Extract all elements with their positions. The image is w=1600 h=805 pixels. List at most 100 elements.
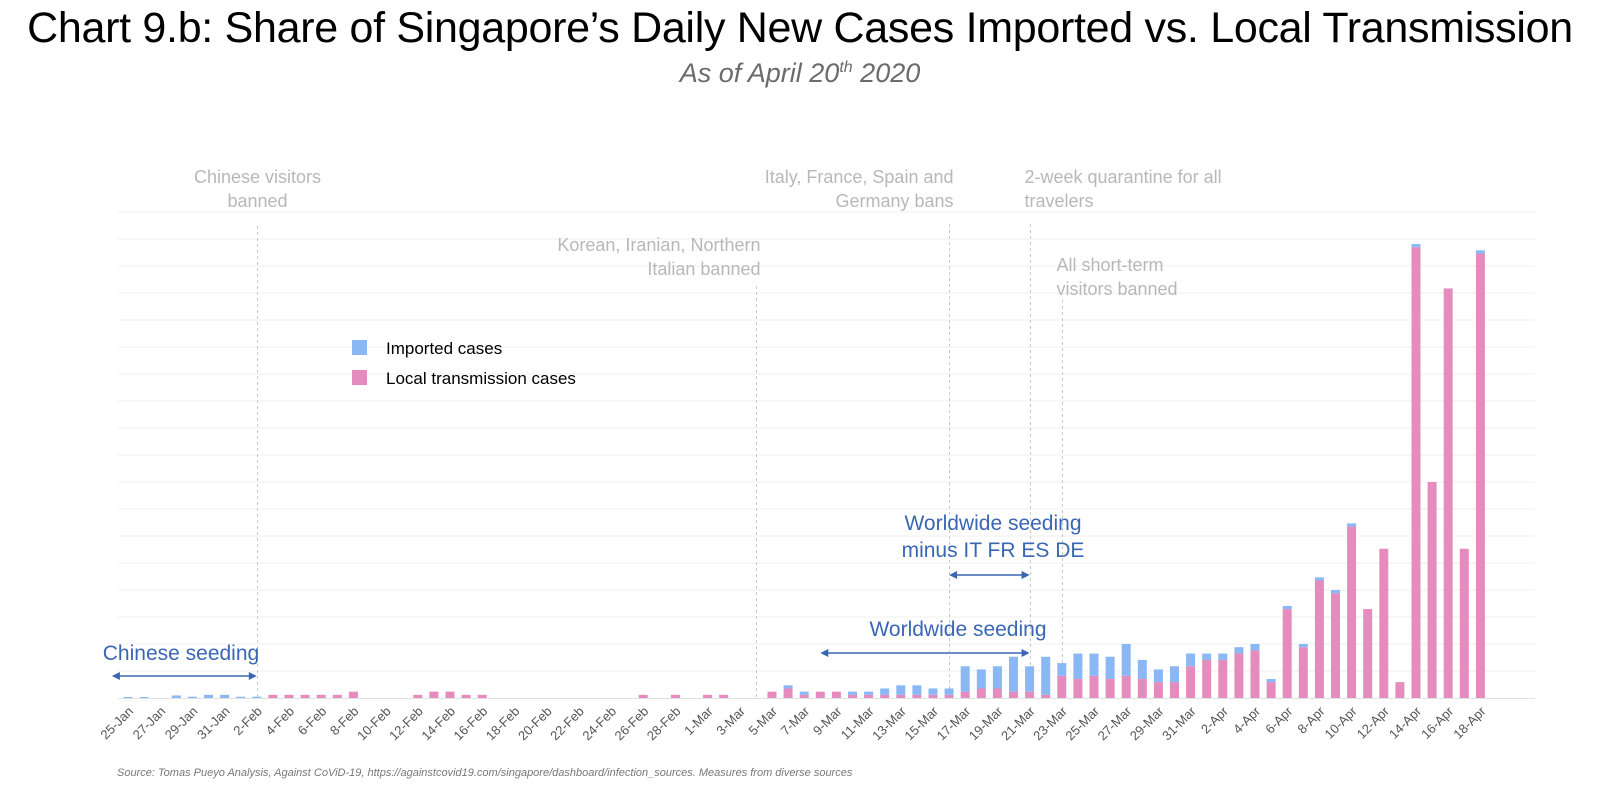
bar-local-13-Mar: [896, 694, 906, 698]
bar-local-3-Apr: [1234, 653, 1244, 698]
bar-local-19-Mar: [992, 688, 1002, 698]
bar-local-16-Feb: [477, 694, 487, 698]
chart-subtitle: As of April 20th 2020: [0, 58, 1600, 89]
bar-imported-11-Mar: [864, 691, 874, 695]
bar-local-10-Mar: [848, 694, 857, 698]
x-tick-label: 4-Apr: [1230, 703, 1264, 737]
range-label: Chinese seeding: [103, 642, 259, 665]
seeding-ranges: Chinese seeding Worldwide seeding Worldwid…: [103, 512, 1084, 680]
bar-local-16-Mar: [944, 694, 954, 698]
x-tick-label: 3-Mar: [713, 703, 748, 738]
bar-imported-25-Mar: [1089, 653, 1099, 676]
source-note: Source: Tomas Pueyo Analysis, Against Co…: [117, 767, 853, 779]
bar-local-2-Apr: [1218, 659, 1228, 698]
bar-local-6-Feb: [316, 694, 326, 698]
x-tick-label: 6-Apr: [1262, 703, 1296, 737]
x-tick-label: 31-Mar: [1159, 703, 1199, 743]
annotation-label: Italian banned: [647, 259, 760, 279]
range-label: Worldwide seeding: [904, 512, 1081, 535]
x-tick-label: 29-Jan: [162, 704, 201, 743]
x-tick-label: 11-Mar: [838, 703, 878, 743]
bar-imported-18-Mar: [976, 669, 986, 689]
annotation-label: All short-term: [1057, 255, 1164, 275]
bar-local-12-Apr: [1379, 548, 1389, 698]
x-tick-label: 5-Mar: [746, 703, 781, 738]
bar-imported-29-Jan: [187, 696, 197, 698]
bar-local-16-Apr: [1443, 288, 1453, 698]
bar-local-15-Feb: [461, 694, 471, 698]
bar-imported-10-Apr: [1347, 523, 1357, 527]
bar-local-27-Mar: [1121, 675, 1131, 698]
bar-local-5-Apr: [1266, 682, 1276, 698]
bar-local-8-Apr: [1314, 580, 1324, 698]
bar-imported-13-Mar: [896, 685, 906, 695]
x-tick-label: 23-Mar: [1030, 703, 1070, 743]
subtitle-suffix: 2020: [852, 58, 921, 88]
bar-imported-23-Mar: [1057, 663, 1067, 676]
bar-local-28-Mar: [1137, 678, 1147, 698]
bar-local-18-Apr: [1475, 253, 1485, 698]
bar-local-1-Mar: [703, 694, 713, 698]
x-tick-label: 13-Mar: [869, 703, 909, 743]
bar-local-14-Feb: [445, 691, 455, 698]
policy-annotations: Chinese visitors banned Korean, Iranian, N…: [194, 167, 1222, 698]
bar-local-11-Mar: [864, 694, 874, 698]
bar-local-21-Mar: [1025, 691, 1035, 698]
bar-imported-2-Apr: [1218, 653, 1228, 660]
bar-local-18-Mar: [976, 688, 986, 698]
range-arrow-head-right: [1021, 571, 1030, 579]
x-tick-label: 22-Feb: [547, 704, 587, 744]
bar-imported-27-Mar: [1121, 644, 1131, 676]
bar-local-30-Mar: [1170, 682, 1179, 698]
bar-local-23-Mar: [1057, 675, 1067, 698]
bar-local-12-Feb: [413, 694, 423, 698]
legend: Imported cases Local transmission cases: [352, 339, 576, 388]
chart-title: Chart 9.b: Share of Singapore’s Daily Ne…: [27, 4, 1573, 52]
x-tick-label: 16-Feb: [451, 704, 491, 744]
x-tick-label: 19-Mar: [966, 703, 1006, 743]
x-tick-label: 1-Mar: [681, 703, 716, 738]
bar-imported-14-Apr: [1411, 243, 1421, 248]
x-tick-label: 14-Feb: [418, 704, 458, 744]
bar-imported-25-Jan: [123, 697, 133, 698]
bar-imported-12-Mar: [880, 688, 890, 695]
bar-local-5-Mar: [767, 691, 777, 698]
bar-imported-8-Apr: [1314, 577, 1324, 581]
bar-imported-18-Apr: [1475, 250, 1485, 254]
x-tick-label: 2-Feb: [230, 704, 265, 739]
x-tick-label: 18-Apr: [1450, 703, 1489, 742]
x-tick-label: 29-Mar: [1127, 703, 1167, 743]
bar-local-25-Mar: [1089, 675, 1099, 698]
x-tick-label: 26-Feb: [612, 704, 652, 744]
range-label: Worldwide seeding: [869, 618, 1046, 641]
bar-imported-31-Jan: [220, 694, 230, 698]
x-tick-label: 21-Mar: [998, 703, 1038, 743]
x-tick-label: 20-Feb: [515, 704, 555, 744]
bar-local-15-Mar: [928, 694, 938, 698]
annotation-label: Chinese visitors: [194, 167, 321, 187]
bar-local-6-Apr: [1282, 609, 1292, 698]
x-tick-label: 18-Feb: [483, 704, 523, 744]
x-tick-label: 15-Mar: [901, 703, 941, 743]
x-tick-label: 31-Jan: [194, 704, 233, 743]
bar-local-29-Mar: [1153, 682, 1163, 698]
bar-local-7-Mar: [799, 694, 809, 698]
x-axis-tick-labels: 25-Jan27-Jan29-Jan31-Jan2-Feb4-Feb6-Feb8…: [97, 703, 1489, 743]
bar-imported-22-Mar: [1041, 656, 1051, 695]
bar-imported-17-Mar: [960, 666, 970, 692]
bar-local-1-Apr: [1202, 659, 1212, 698]
bar-imported-1-Apr: [1202, 653, 1212, 660]
bar-local-13-Apr: [1395, 682, 1405, 698]
bar-imported-3-Apr: [1234, 647, 1244, 654]
bar-imported-5-Apr: [1266, 678, 1276, 683]
x-tick-label: 2-Apr: [1198, 703, 1232, 737]
bar-imported-6-Mar: [783, 685, 793, 689]
bar-local-20-Mar: [1009, 691, 1018, 698]
legend-imported-label: Imported cases: [386, 339, 502, 358]
bar-imported-9-Apr: [1331, 590, 1340, 594]
bar-local-11-Apr: [1363, 609, 1373, 698]
bar-imported-2-Feb: [252, 696, 262, 698]
x-tick-label: 10-Apr: [1322, 703, 1361, 742]
x-tick-label: 24-Feb: [579, 704, 619, 744]
bar-local-12-Mar: [880, 694, 890, 698]
